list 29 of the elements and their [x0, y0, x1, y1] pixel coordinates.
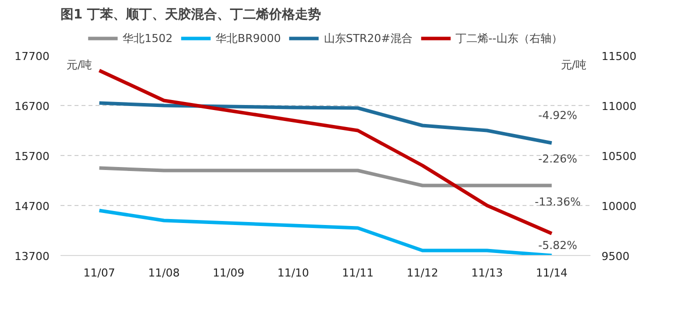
y-tick-label: 13700 [14, 250, 50, 263]
x-tick-label: 11/13 [471, 266, 503, 280]
y2-axis-title: 元/吨 [560, 58, 587, 72]
legend-label: 丁二烯--山东（右轴） [455, 30, 562, 46]
y2-tick-label: 11500 [602, 50, 636, 63]
x-tick-label: 11/12 [406, 266, 438, 280]
y2-tick-label: 10500 [602, 150, 636, 163]
y-axis-title: 元/吨 [66, 58, 92, 72]
legend-label: 华北BR9000 [216, 30, 281, 46]
x-tick-label: 11/08 [148, 266, 180, 280]
annotation: -4.92% [538, 109, 578, 122]
x-tick-label: 11/10 [277, 266, 310, 280]
y2-tick-label: 11000 [602, 100, 636, 113]
annotation: -2.26% [538, 152, 578, 166]
annotation: -5.82% [538, 239, 578, 252]
y-tick-label: 14700 [14, 200, 50, 213]
chart-title: 图1 丁苯、顺丁、天胶混合、丁二烯价格走势 [60, 6, 322, 22]
x-tick-label: 11/07 [83, 266, 116, 280]
y-tick-label: 15700 [14, 150, 50, 163]
legend-label: 华北1502 [122, 30, 173, 46]
x-tick-label: 11/11 [342, 266, 374, 280]
x-tick-label: 11/14 [536, 266, 568, 280]
y2-tick-label: 9500 [602, 250, 630, 263]
legend-label: 山东STR20#混合 [324, 30, 412, 46]
y-tick-label: 17700 [14, 50, 50, 63]
y2-tick-label: 10000 [602, 200, 636, 213]
annotation: -13.36% [534, 196, 581, 209]
y-tick-label: 16700 [14, 100, 50, 113]
x-tick-label: 11/09 [212, 266, 244, 280]
